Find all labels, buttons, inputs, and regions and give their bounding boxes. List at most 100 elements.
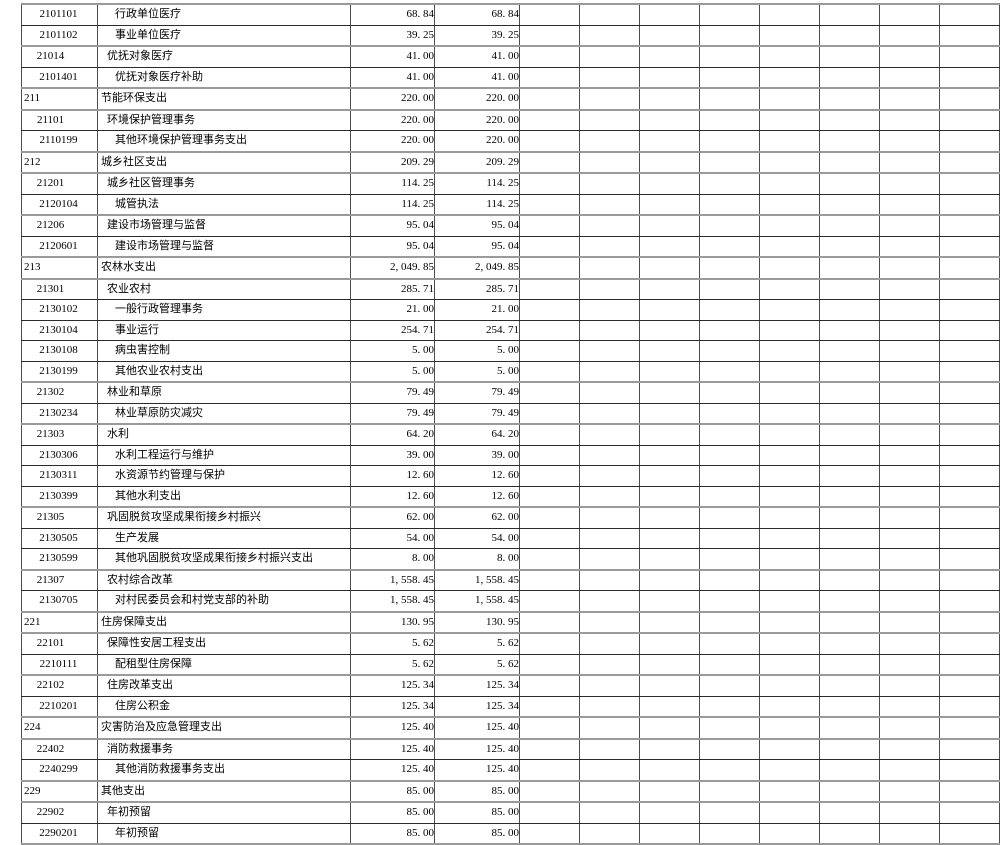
table-row[interactable]: 22102 住房改革支出 125. 34 125. 34 (21, 674, 1000, 697)
cell-empty (639, 506, 700, 529)
cell-empty (519, 444, 580, 466)
table-row[interactable]: 2130104 事业运行 254. 71 254. 71 (21, 319, 1000, 341)
cell-item-name: 事业运行 (97, 319, 351, 341)
cell-empty (939, 423, 1000, 446)
cell-empty (879, 632, 940, 655)
cell-empty (879, 801, 940, 824)
cell-empty (819, 66, 880, 89)
cell-empty (639, 402, 700, 425)
table-row[interactable]: 2130108 病虫害控制 5. 00 5. 00 (21, 340, 1000, 362)
table-row[interactable]: 2130311 水资源节约管理与保护 12. 60 12. 60 (21, 465, 1000, 487)
table-row[interactable]: 2130705 对村民委员会和村党支部的补助 1, 558. 45 1, 558. 4… (21, 590, 1000, 612)
cell-empty (579, 716, 640, 739)
cell-empty (579, 87, 640, 110)
table-row[interactable]: 2210201 住房公积金 125. 34 125. 34 (21, 695, 1000, 718)
cell-empty (879, 24, 940, 47)
cell-budget-code: 2120601 (21, 235, 98, 258)
cell-empty (519, 716, 580, 739)
table-row[interactable]: 229 其他支出 85. 00 85. 00 (21, 779, 1000, 803)
table-row[interactable]: 21302 林业和草原 79. 49 79. 49 (21, 381, 1000, 404)
table-row[interactable]: 2130399 其他水利支出 12. 60 12. 60 (21, 485, 1000, 508)
cell-budget-code: 2130102 (21, 299, 98, 321)
table-row[interactable]: 22101 保障性安居工程支出 5. 62 5. 62 (21, 632, 1000, 655)
cell-empty (579, 737, 640, 760)
cell-empty (519, 506, 580, 529)
table-row[interactable]: 2130505 生产发展 54. 00 54. 00 (21, 527, 1000, 549)
cell-empty (699, 822, 760, 845)
cell-empty (699, 24, 760, 47)
table-row[interactable]: 2240299 其他消防救援事务支出 125. 40 125. 40 (21, 759, 1000, 781)
cell-amount-total: 41. 00 (350, 45, 435, 68)
table-row[interactable]: 22402 消防救援事务 125. 40 125. 40 (21, 737, 1000, 760)
table-row[interactable]: 2130234 林业草原防灾减灾 79. 49 79. 49 (21, 402, 1000, 425)
cell-empty (939, 24, 1000, 47)
table-row[interactable]: 2130599 其他巩固脱贫攻坚成果衔接乡村振兴支出 8. 00 8. 00 (21, 548, 1000, 570)
cell-empty (639, 319, 700, 341)
table-row[interactable]: 21014 优抚对象医疗 41. 00 41. 00 (21, 45, 1000, 68)
cell-empty (579, 402, 640, 425)
cell-item-name: 其他巩固脱贫攻坚成果衔接乡村振兴支出 (97, 548, 351, 570)
table-row[interactable]: 2130306 水利工程运行与维护 39. 00 39. 00 (21, 444, 1000, 466)
cell-empty (519, 527, 580, 549)
cell-empty (579, 506, 640, 529)
cell-amount-general-public-budget: 5. 00 (434, 360, 520, 383)
cell-amount-total: 54. 00 (350, 527, 435, 549)
cell-empty (879, 548, 940, 570)
cell-empty (819, 695, 880, 718)
table-row[interactable]: 2101401 优抚对象医疗补助 41. 00 41. 00 (21, 66, 1000, 89)
table-row[interactable]: 213 农林水支出 2, 049. 85 2, 049. 85 (21, 256, 1000, 279)
table-row[interactable]: 21307 农村综合改革 1, 558. 45 1, 558. 45 (21, 568, 1000, 591)
table-row[interactable]: 2101102 事业单位医疗 39. 25 39. 25 (21, 24, 1000, 47)
cell-empty (699, 568, 760, 591)
cell-empty (939, 277, 1000, 300)
cell-empty (819, 319, 880, 341)
table-row[interactable]: 2120601 建设市场管理与监督 95. 04 95. 04 (21, 235, 1000, 258)
cell-budget-code: 211 (21, 87, 98, 110)
cell-empty (639, 277, 700, 300)
table-row[interactable]: 21303 水利 64. 20 64. 20 (21, 423, 1000, 446)
cell-empty (939, 235, 1000, 258)
cell-empty (579, 172, 640, 195)
cell-empty (879, 695, 940, 718)
table-row[interactable]: 22902 年初预留 85. 00 85. 00 (21, 801, 1000, 824)
cell-amount-total: 12. 60 (350, 465, 435, 487)
cell-amount-general-public-budget: 39. 00 (434, 444, 520, 466)
cell-empty (579, 150, 640, 174)
cell-empty (939, 256, 1000, 279)
table-row[interactable]: 2290201 年初预留 85. 00 85. 00 (21, 822, 1000, 845)
cell-empty (939, 193, 1000, 216)
cell-empty (579, 568, 640, 591)
cell-empty (939, 299, 1000, 321)
table-row[interactable]: 21305 巩固脱贫攻坚成果衔接乡村振兴 62. 00 62. 00 (21, 506, 1000, 529)
table-row[interactable]: 2101101 行政单位医疗 68. 84 68. 84 (21, 3, 1000, 26)
table-row[interactable]: 2210111 配租型住房保障 5. 62 5. 62 (21, 653, 1000, 676)
cell-empty (699, 256, 760, 279)
table-row[interactable]: 212 城乡社区支出 209. 29 209. 29 (21, 150, 1000, 174)
table-row[interactable]: 2130199 其他农业农村支出 5. 00 5. 00 (21, 360, 1000, 383)
cell-empty (519, 340, 580, 362)
cell-empty (819, 568, 880, 591)
table-row[interactable]: 21206 建设市场管理与监督 95. 04 95. 04 (21, 214, 1000, 237)
cell-item-name: 保障性安居工程支出 (97, 632, 351, 655)
table-row[interactable]: 21301 农业农村 285. 71 285. 71 (21, 277, 1000, 300)
table-row[interactable]: 2120104 城管执法 114. 25 114. 25 (21, 193, 1000, 216)
table-row[interactable]: 21201 城乡社区管理事务 114. 25 114. 25 (21, 172, 1000, 195)
cell-empty (759, 716, 820, 739)
cell-empty (519, 759, 580, 781)
table-row[interactable]: 224 灾害防治及应急管理支出 125. 40 125. 40 (21, 716, 1000, 739)
cell-empty (579, 299, 640, 321)
table-row[interactable]: 21101 环境保护管理事务 220. 00 220. 00 (21, 108, 1000, 131)
cell-empty (879, 381, 940, 404)
table-row[interactable]: 221 住房保障支出 130. 95 130. 95 (21, 610, 1000, 634)
table-row[interactable]: 211 节能环保支出 220. 00 220. 00 (21, 87, 1000, 110)
cell-empty (579, 674, 640, 697)
cell-empty (519, 653, 580, 676)
table-row[interactable]: 2130102 一般行政管理事务 21. 00 21. 00 (21, 299, 1000, 321)
cell-empty (939, 759, 1000, 781)
cell-empty (579, 277, 640, 300)
cell-empty (879, 3, 940, 26)
cell-empty (819, 235, 880, 258)
cell-empty (939, 130, 1000, 152)
cell-empty (519, 822, 580, 845)
table-row[interactable]: 2110199 其他环境保护管理事务支出 220. 00 220. 00 (21, 130, 1000, 152)
